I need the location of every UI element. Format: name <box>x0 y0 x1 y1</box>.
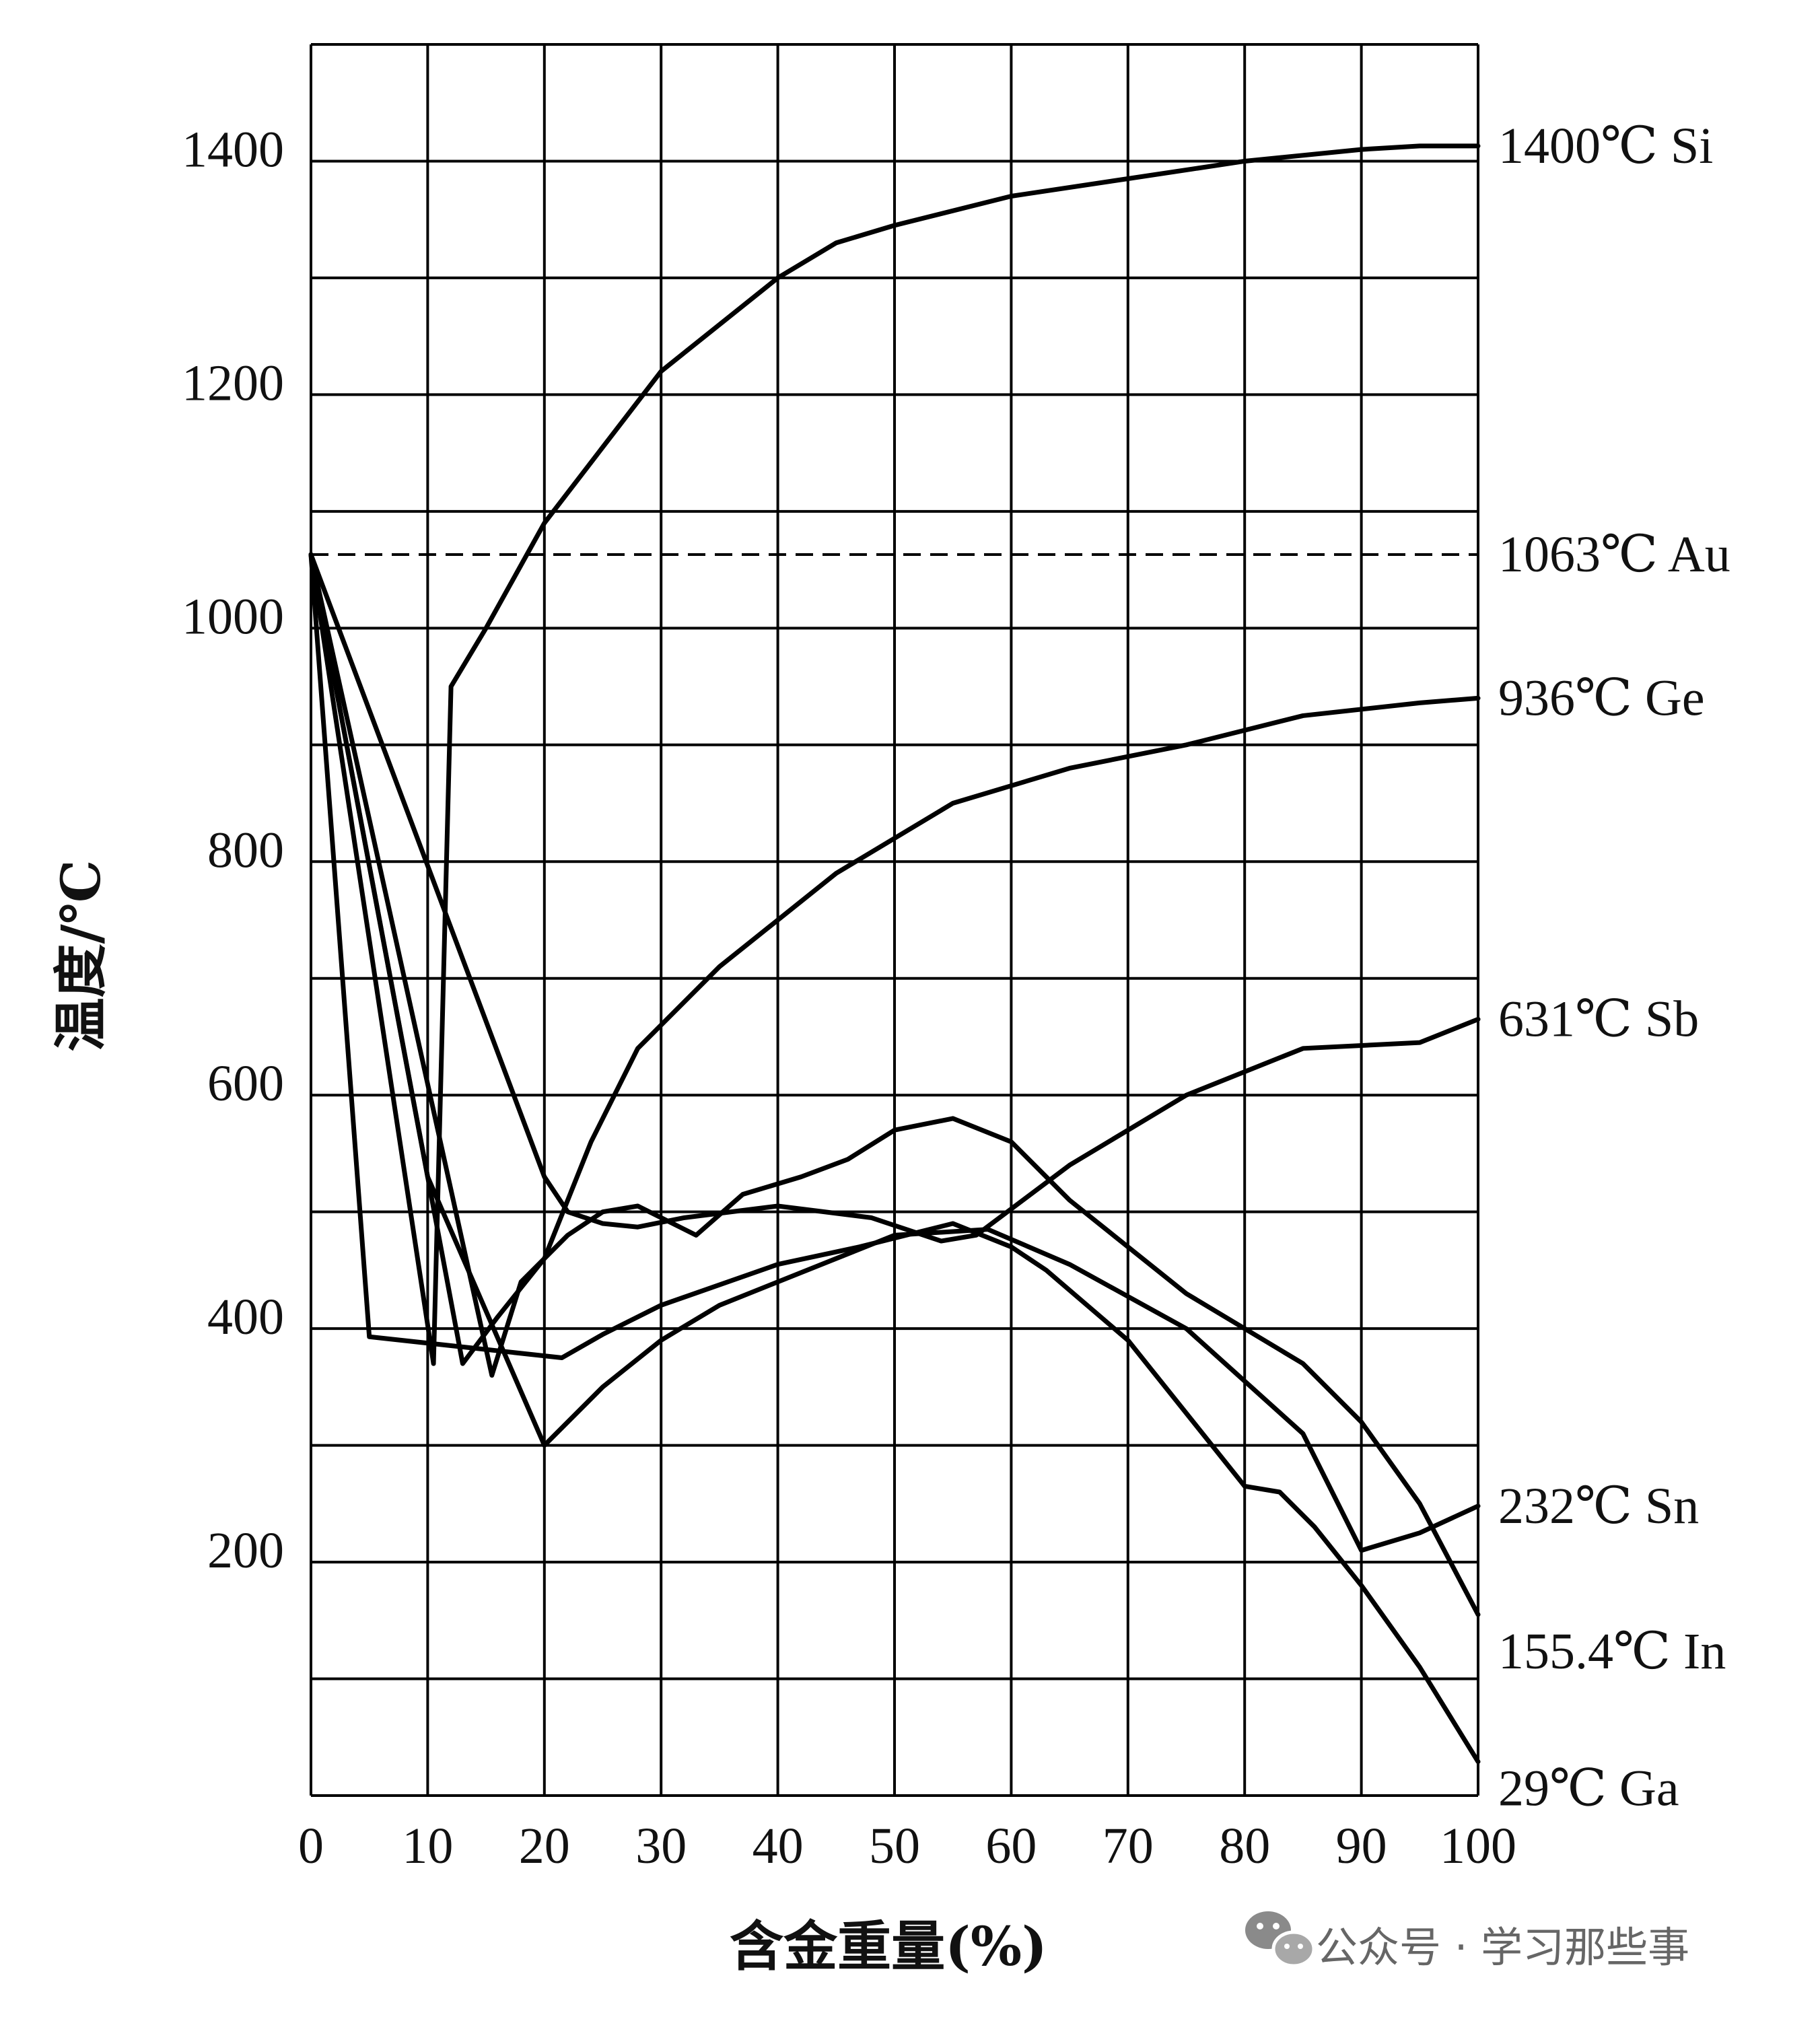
watermark: 公众号 · 学习那些事 <box>1245 1911 1689 1972</box>
y-tick-1200: 1200 <box>182 355 284 411</box>
y-tick-200: 200 <box>207 1522 284 1579</box>
label-in: 155.4℃ In <box>1498 1623 1726 1680</box>
y-tick-1400: 1400 <box>182 121 284 178</box>
label-sn: 232℃ Sn <box>1498 1478 1699 1534</box>
label-si: 1400℃ Si <box>1498 118 1713 174</box>
x-tick-labels: 0 10 20 30 40 50 60 70 80 90 100 <box>298 1818 1516 1874</box>
series-sn <box>308 552 1481 1553</box>
y-tick-1000: 1000 <box>182 588 284 645</box>
y-tick-400: 400 <box>207 1289 284 1345</box>
y-tick-800: 800 <box>207 822 284 878</box>
label-ge: 936℃ Ge <box>1498 670 1705 726</box>
series-sb <box>308 552 1481 1244</box>
y-tick-labels: 200 400 600 800 1000 1200 1400 <box>182 121 284 1579</box>
series-in <box>308 552 1481 1617</box>
x-tick-50: 50 <box>869 1818 920 1874</box>
y-tick-600: 600 <box>207 1055 284 1112</box>
x-tick-10: 10 <box>402 1818 453 1874</box>
x-tick-80: 80 <box>1219 1818 1270 1874</box>
x-tick-70: 70 <box>1102 1818 1154 1874</box>
label-sb: 631℃ Sb <box>1498 991 1699 1047</box>
grid <box>310 43 1479 1797</box>
x-tick-20: 20 <box>519 1818 570 1874</box>
x-tick-30: 30 <box>635 1818 687 1874</box>
series-curves <box>308 143 1481 1765</box>
x-tick-0: 0 <box>298 1818 324 1874</box>
series-end-labels: 1063℃ Au 1400℃ Si 936℃ Ge 631℃ Sb 232℃ Sn 155… <box>1498 118 1730 1817</box>
series-si <box>308 143 1481 1366</box>
label-ga: 29℃ Ga <box>1498 1761 1679 1817</box>
watermark-text: 公众号 · 学习那些事 <box>1316 1923 1689 1972</box>
x-tick-100: 100 <box>1440 1818 1516 1874</box>
x-axis-title: 含金重量(%) <box>730 1915 1047 1978</box>
label-au: 1063℃ Au <box>1498 526 1730 583</box>
wechat-icon <box>1245 1911 1316 1968</box>
series-ge <box>308 552 1481 1366</box>
x-tick-40: 40 <box>753 1818 804 1874</box>
y-axis-title: 温度/℃ <box>49 859 112 1051</box>
x-tick-90: 90 <box>1336 1818 1387 1874</box>
series-ga <box>308 552 1481 1765</box>
x-tick-60: 60 <box>985 1818 1037 1874</box>
